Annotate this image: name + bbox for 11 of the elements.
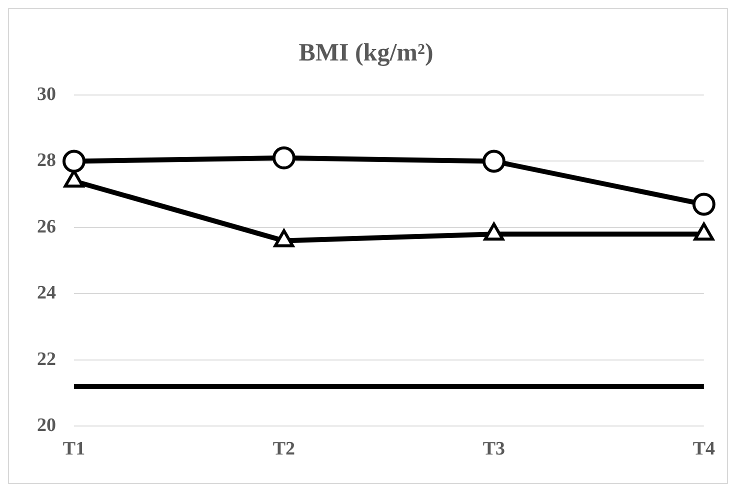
x-tick-label: T2: [272, 438, 296, 460]
y-tick-label: 28: [37, 150, 56, 172]
y-tick-label: 26: [37, 216, 56, 238]
chart-title: BMI (kg/m²): [298, 39, 434, 66]
y-tick-label: 30: [37, 84, 56, 105]
x-tick-label: T4: [692, 438, 716, 460]
x-tick-label: T3: [482, 438, 506, 460]
y-tick-label: 24: [37, 282, 56, 304]
x-tick-label: T1: [62, 438, 86, 460]
y-tick-label: 20: [37, 415, 56, 436]
y-tick-label: 22: [37, 348, 56, 370]
